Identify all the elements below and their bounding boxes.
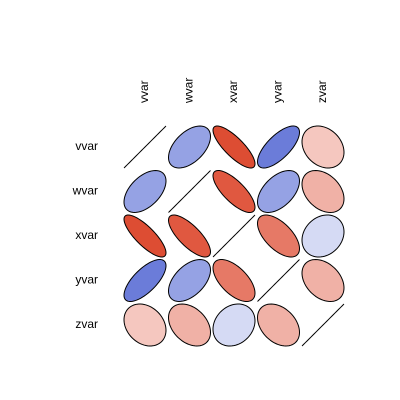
ellipse xyxy=(212,259,256,302)
ellipse xyxy=(123,169,167,214)
ellipse xyxy=(301,258,345,303)
ellipse xyxy=(301,214,345,258)
ellipse xyxy=(301,169,345,214)
ellipse xyxy=(256,303,301,347)
ellipse xyxy=(256,169,301,214)
ellipse xyxy=(257,125,300,169)
column-label: yvar xyxy=(271,80,285,103)
ellipse xyxy=(167,214,212,258)
ellipse xyxy=(301,303,345,347)
ellipse xyxy=(123,303,167,347)
row-label: xvar xyxy=(75,228,98,242)
ellipse xyxy=(167,303,212,347)
ellipse xyxy=(123,125,167,169)
ellipse xyxy=(168,170,211,213)
ellipse xyxy=(212,303,256,347)
column-label: xvar xyxy=(226,80,240,103)
row-label: yvar xyxy=(75,273,98,287)
ellipse xyxy=(123,259,167,302)
ellipse xyxy=(301,125,345,169)
ellipse xyxy=(167,125,212,169)
row-label: vvar xyxy=(75,139,98,153)
column-label: vvar xyxy=(137,80,151,103)
row-label: wvar xyxy=(72,184,98,198)
ellipse xyxy=(212,125,256,169)
row-label: zvar xyxy=(75,317,98,331)
ellipse xyxy=(123,214,167,258)
ellipse xyxy=(167,258,212,303)
column-label: zvar xyxy=(315,80,329,103)
ellipse xyxy=(257,214,300,258)
ellipse xyxy=(212,169,256,214)
column-label: wvar xyxy=(182,78,196,104)
ellipse xyxy=(212,214,256,258)
ellipse xyxy=(257,259,300,302)
